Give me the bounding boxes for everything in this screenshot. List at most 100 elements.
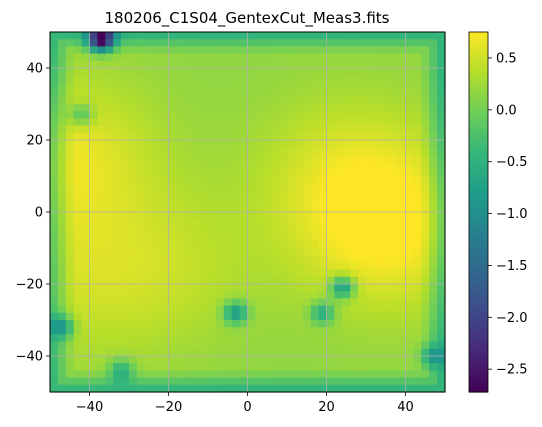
- heatmap-cell: [97, 39, 106, 47]
- heatmap-cell: [302, 132, 312, 141]
- heatmap-cell: [73, 75, 83, 83]
- heatmap-cells: [50, 32, 446, 393]
- heatmap-cell: [310, 291, 320, 299]
- heatmap-cell: [231, 305, 241, 314]
- heatmap-cell: [73, 183, 83, 191]
- heatmap-cell: [350, 53, 359, 62]
- heatmap-cell: [208, 183, 217, 191]
- heatmap-cell: [437, 356, 446, 364]
- heatmap-cell: [255, 125, 264, 134]
- heatmap-cell: [413, 363, 422, 371]
- colorbar-band: [469, 60, 488, 65]
- heatmap-cell: [176, 32, 185, 40]
- heatmap-cell: [89, 118, 98, 127]
- heatmap-cell: [318, 240, 328, 249]
- heatmap-cell: [310, 305, 320, 314]
- heatmap-cell: [421, 147, 430, 155]
- heatmap-cell: [255, 348, 264, 357]
- heatmap-cell: [358, 312, 367, 321]
- heatmap-cell: [97, 96, 106, 105]
- heatmap-cell: [389, 39, 399, 47]
- heatmap-cell: [136, 118, 146, 127]
- heatmap-cell: [192, 46, 201, 55]
- heatmap-cell: [381, 46, 391, 55]
- heatmap-cell: [215, 140, 225, 148]
- heatmap-cell: [144, 176, 154, 184]
- heatmap-cell: [215, 384, 225, 393]
- heatmap-cell: [57, 176, 67, 184]
- heatmap-cell: [81, 327, 91, 335]
- heatmap-cell: [389, 140, 399, 148]
- heatmap-cell: [129, 154, 138, 163]
- heatmap-cell: [421, 255, 430, 263]
- colorbar-band: [469, 324, 488, 329]
- heatmap-cell: [208, 262, 217, 271]
- heatmap-cell: [57, 96, 67, 105]
- heatmap-cell: [302, 320, 312, 328]
- heatmap-cell: [302, 233, 312, 242]
- heatmap-cell: [50, 240, 59, 249]
- colorbar-band: [469, 156, 488, 161]
- heatmap-cell: [247, 204, 256, 213]
- heatmap-cell: [287, 226, 296, 235]
- heatmap-cell: [334, 183, 343, 191]
- heatmap-cell: [350, 212, 359, 220]
- heatmap-cell: [405, 384, 414, 393]
- heatmap-cell: [302, 118, 312, 127]
- heatmap-cell: [105, 377, 114, 386]
- heatmap-cell: [334, 96, 343, 105]
- heatmap-cell: [397, 327, 407, 335]
- heatmap-cell: [334, 190, 343, 199]
- heatmap-cell: [287, 89, 296, 98]
- heatmap-cell: [200, 176, 209, 184]
- heatmap-cell: [200, 190, 209, 199]
- heatmap-cell: [50, 197, 59, 206]
- heatmap-cell: [294, 111, 304, 119]
- heatmap-cell: [136, 154, 146, 163]
- heatmap-cell: [326, 39, 335, 47]
- heatmap-cell: [310, 219, 320, 227]
- heatmap-cell: [263, 305, 272, 314]
- heatmap-cell: [429, 183, 438, 191]
- heatmap-cell: [208, 111, 217, 119]
- heatmap-cell: [239, 291, 249, 299]
- heatmap-cell: [279, 68, 288, 76]
- heatmap-cell: [358, 147, 367, 155]
- heatmap-cell: [358, 183, 367, 191]
- heatmap-cell: [160, 111, 170, 119]
- heatmap-cell: [57, 212, 67, 220]
- heatmap-cell: [287, 197, 296, 206]
- heatmap-cell: [405, 147, 414, 155]
- heatmap-cell: [239, 370, 249, 379]
- heatmap-cell: [310, 132, 320, 141]
- heatmap-cell: [89, 327, 98, 335]
- colorbar-band: [469, 276, 488, 281]
- heatmap-cell: [302, 226, 312, 235]
- heatmap-cell: [223, 219, 233, 227]
- colorbar-band: [469, 112, 488, 117]
- heatmap-cell: [176, 240, 185, 249]
- heatmap-cell: [366, 75, 375, 83]
- heatmap-cell: [160, 60, 170, 69]
- heatmap-cell: [65, 183, 75, 191]
- heatmap-cell: [366, 334, 375, 343]
- heatmap-cell: [437, 190, 446, 199]
- heatmap-cell: [413, 39, 422, 47]
- heatmap-cell: [366, 154, 375, 163]
- heatmap-cell: [255, 298, 264, 307]
- heatmap-cell: [97, 125, 106, 134]
- heatmap-cell: [326, 240, 335, 249]
- heatmap-cell: [366, 356, 375, 364]
- heatmap-cell: [287, 233, 296, 242]
- heatmap-cell: [310, 154, 320, 163]
- heatmap-cell: [381, 176, 391, 184]
- heatmap-cell: [81, 147, 91, 155]
- heatmap-cell: [144, 118, 154, 127]
- heatmap-cell: [97, 219, 106, 227]
- heatmap-cell: [263, 197, 272, 206]
- heatmap-cell: [342, 75, 351, 83]
- heatmap-cell: [397, 68, 407, 76]
- heatmap-cell: [192, 320, 201, 328]
- heatmap-cell: [421, 341, 430, 350]
- heatmap-cell: [429, 327, 438, 335]
